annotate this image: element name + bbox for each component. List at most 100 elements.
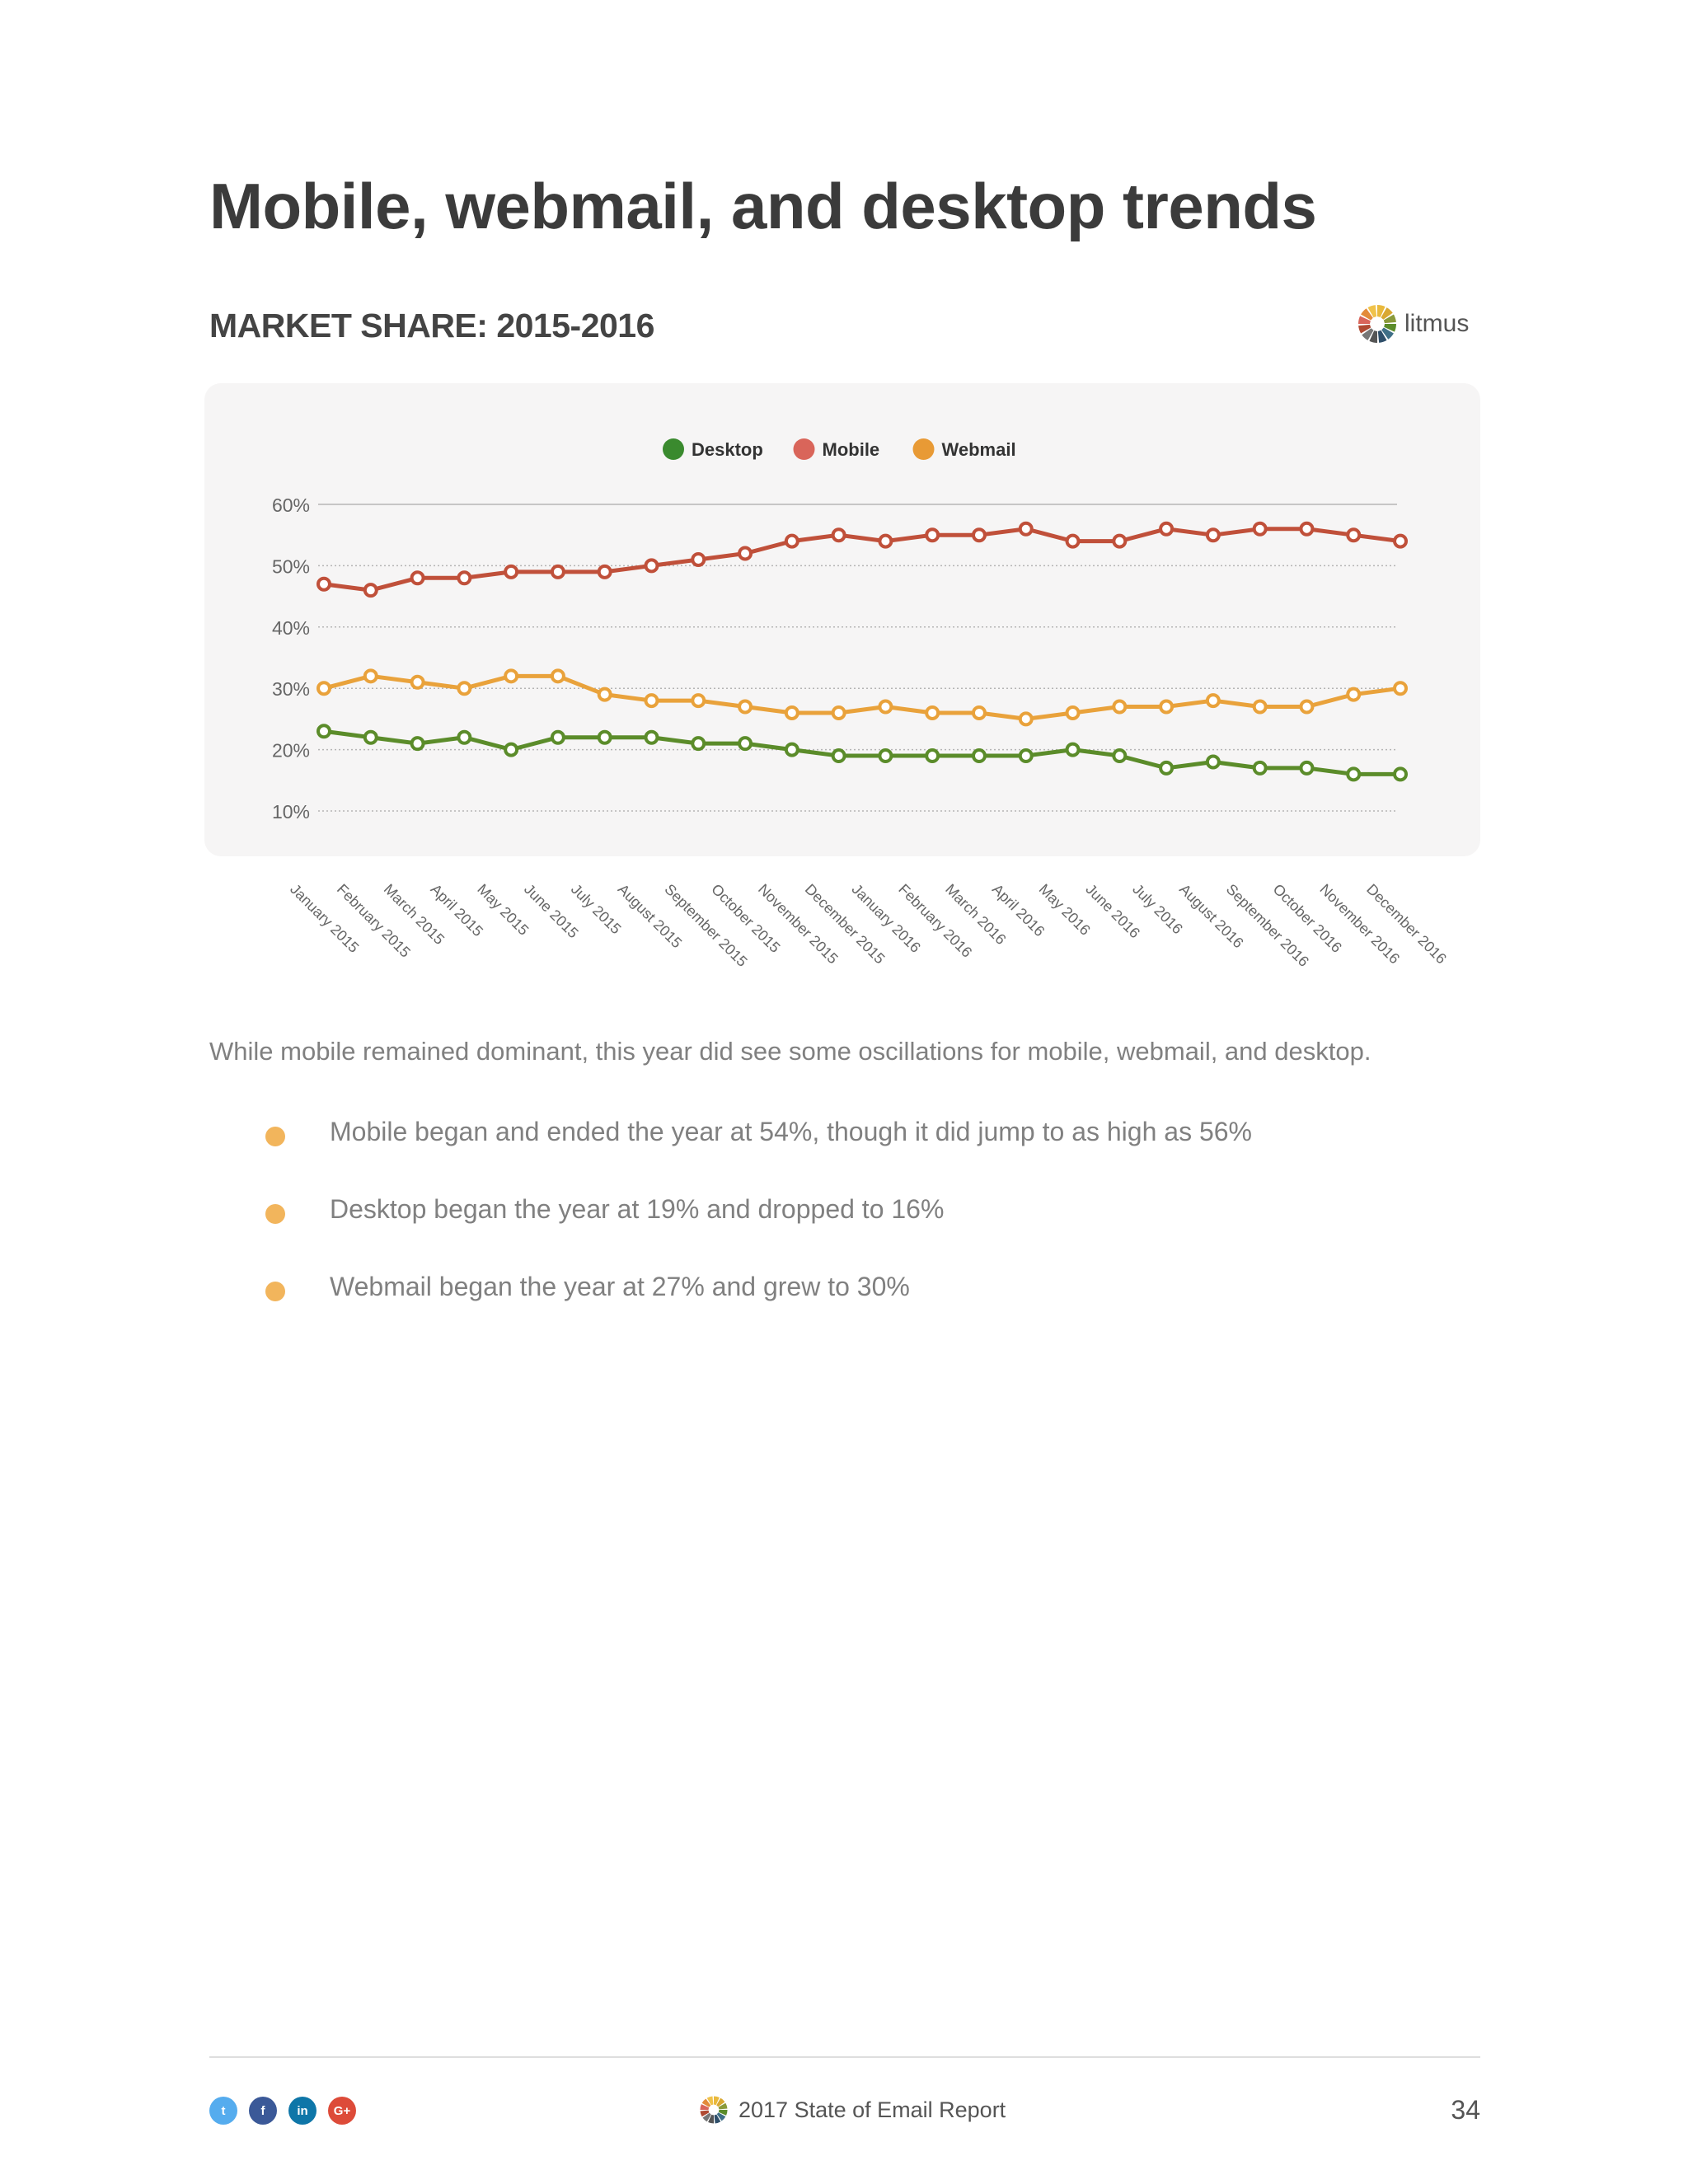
chart-card <box>204 383 1480 856</box>
data-point-desktop <box>550 729 565 745</box>
linkedin-icon[interactable]: in <box>288 2097 316 2125</box>
data-point-webmail <box>691 693 706 709</box>
logo-segment <box>1381 307 1393 320</box>
x-tick-label: September 2015 <box>661 881 750 970</box>
data-point-desktop <box>1205 754 1221 770</box>
data-point-desktop <box>410 736 425 752</box>
series-line-desktop <box>323 729 1400 776</box>
brand-name: litmus <box>1404 310 1470 337</box>
data-point-mobile <box>738 546 753 561</box>
y-tick-label: 20% <box>272 740 310 762</box>
data-point-webmail <box>1112 699 1128 715</box>
y-tick-label: 10% <box>272 801 310 823</box>
x-tick-label: December 2016 <box>1363 881 1450 968</box>
legend-label: Mobile <box>823 439 880 460</box>
google-plus-icon[interactable]: G+ <box>328 2097 356 2125</box>
data-point-mobile <box>644 558 659 574</box>
data-point-webmail <box>1299 699 1315 715</box>
data-point-desktop <box>1346 766 1362 782</box>
logo-segment <box>714 2114 721 2124</box>
logo-segment <box>1383 314 1396 324</box>
data-point-webmail <box>550 668 565 684</box>
bullet-dot-icon <box>265 1282 285 1301</box>
data-point-webmail <box>831 705 846 720</box>
market-share-chart: Desktop Mobile Webmail 60%50%40%30%20%10% … <box>272 438 1450 970</box>
data-point-mobile <box>1252 521 1268 537</box>
section-title: MARKET SHARE: 2015-2016 <box>209 307 654 344</box>
legend-swatch <box>663 438 684 460</box>
data-point-webmail <box>1065 705 1081 720</box>
logo-segment <box>702 2112 711 2122</box>
data-point-mobile <box>691 551 706 567</box>
data-point-mobile <box>504 564 519 579</box>
y-axis-ticks: 60% 50% 40% 30% 20% 10% <box>272 494 310 823</box>
twitter-icon[interactable]: t <box>209 2097 237 2125</box>
series-line-mobile <box>323 527 1401 593</box>
y-tick-label: 60% <box>272 494 310 516</box>
logo-segment <box>701 2098 711 2107</box>
data-point-mobile <box>550 564 565 579</box>
data-point-desktop <box>597 729 612 745</box>
data-point-desktop <box>1018 748 1034 764</box>
data-point-mobile <box>784 533 799 549</box>
legend-swatch <box>793 438 815 460</box>
data-point-webmail <box>1018 711 1034 727</box>
data-point-desktop <box>1299 760 1315 776</box>
data-point-webmail <box>784 705 799 720</box>
bullet-dot-icon <box>265 1204 285 1224</box>
data-point-desktop <box>1159 760 1175 776</box>
bullet-text: Mobile began and ended the year at 54%, … <box>330 1117 1252 1146</box>
bullet-text: Desktop began the year at 19% and droppe… <box>330 1194 945 1224</box>
data-point-webmail <box>925 705 940 720</box>
logo-segment <box>716 2112 726 2121</box>
data-point-mobile <box>831 527 846 543</box>
logo-segment <box>1358 316 1371 324</box>
bullet-list: Mobile began and ended the year at 54%, … <box>265 1117 1252 1349</box>
logo-segment <box>718 2110 728 2116</box>
chart-series <box>316 521 1408 782</box>
data-point-mobile <box>1205 527 1221 543</box>
data-point-mobile <box>597 564 612 579</box>
data-point-webmail <box>457 681 472 696</box>
data-point-webmail <box>1393 681 1408 696</box>
data-point-desktop <box>1393 766 1408 782</box>
legend-label: Webmail <box>942 439 1016 460</box>
intro-paragraph: While mobile remained dominant, this yea… <box>209 1037 1372 1066</box>
data-point-webmail <box>1252 699 1268 715</box>
page-title: Mobile, webmail, and desktop trends <box>209 170 1317 242</box>
logo-segment <box>700 2110 710 2117</box>
data-point-webmail <box>597 687 612 702</box>
data-point-mobile <box>1393 533 1408 549</box>
data-point-desktop <box>925 748 940 764</box>
x-tick-label: December 2015 <box>802 881 889 968</box>
litmus-logo-icon <box>1358 305 1396 343</box>
data-point-desktop <box>831 748 846 764</box>
data-point-desktop <box>738 736 753 752</box>
data-point-mobile <box>363 583 378 598</box>
data-point-desktop <box>644 729 659 745</box>
data-point-webmail <box>316 681 331 696</box>
data-point-desktop <box>457 729 472 745</box>
data-point-desktop <box>971 748 987 764</box>
data-point-mobile <box>1018 521 1034 537</box>
series-line-webmail <box>323 673 1401 721</box>
x-tick-label: November 2016 <box>1316 881 1403 968</box>
facebook-icon[interactable]: f <box>249 2097 277 2125</box>
data-point-desktop <box>363 729 378 745</box>
logo-segment <box>1377 330 1387 343</box>
logo-segment <box>1361 308 1373 321</box>
bullet-item: Desktop began the year at 19% and droppe… <box>265 1194 1252 1272</box>
litmus-logo: litmus <box>1357 303 1469 344</box>
data-point-mobile <box>878 533 893 549</box>
data-point-mobile <box>925 527 940 543</box>
bullet-item: Mobile began and ended the year at 54%, … <box>265 1117 1252 1194</box>
data-point-webmail <box>1346 687 1362 702</box>
logo-segment <box>718 2102 728 2110</box>
bullet-dot-icon <box>265 1127 285 1146</box>
data-point-desktop <box>691 736 706 752</box>
logo-segment <box>708 2114 714 2124</box>
data-point-mobile <box>1159 521 1175 537</box>
chart-legend: Desktop Mobile Webmail <box>663 438 1016 460</box>
logo-segment <box>1367 305 1377 318</box>
